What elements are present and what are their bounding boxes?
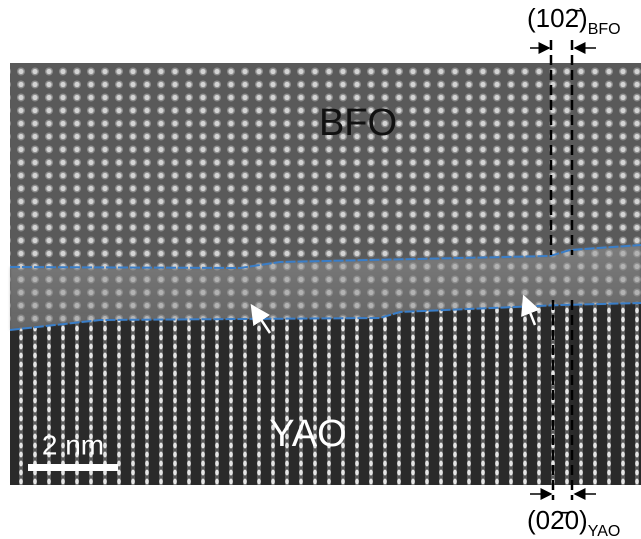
interface-line [9, 244, 641, 270]
plane-index: (102̄) [527, 3, 588, 33]
scale-bar-label: 2 nm [42, 429, 104, 460]
film-label: BFO [319, 102, 397, 144]
scale-bar [28, 464, 118, 471]
interface-layer [10, 245, 641, 330]
plane-index: (02̄0) [527, 505, 588, 535]
plane-label: (02̄0)YAO [527, 505, 620, 539]
interface-line [9, 302, 641, 331]
plane-subscript: BFO [588, 21, 621, 38]
plane-label: (102̄)BFO [527, 3, 621, 38]
micrograph: BFO YAO 2 nm [9, 40, 641, 500]
substrate-label: YAO [269, 413, 346, 455]
arrow [521, 294, 540, 326]
plane-subscript: YAO [588, 523, 621, 539]
arrow [250, 303, 272, 334]
